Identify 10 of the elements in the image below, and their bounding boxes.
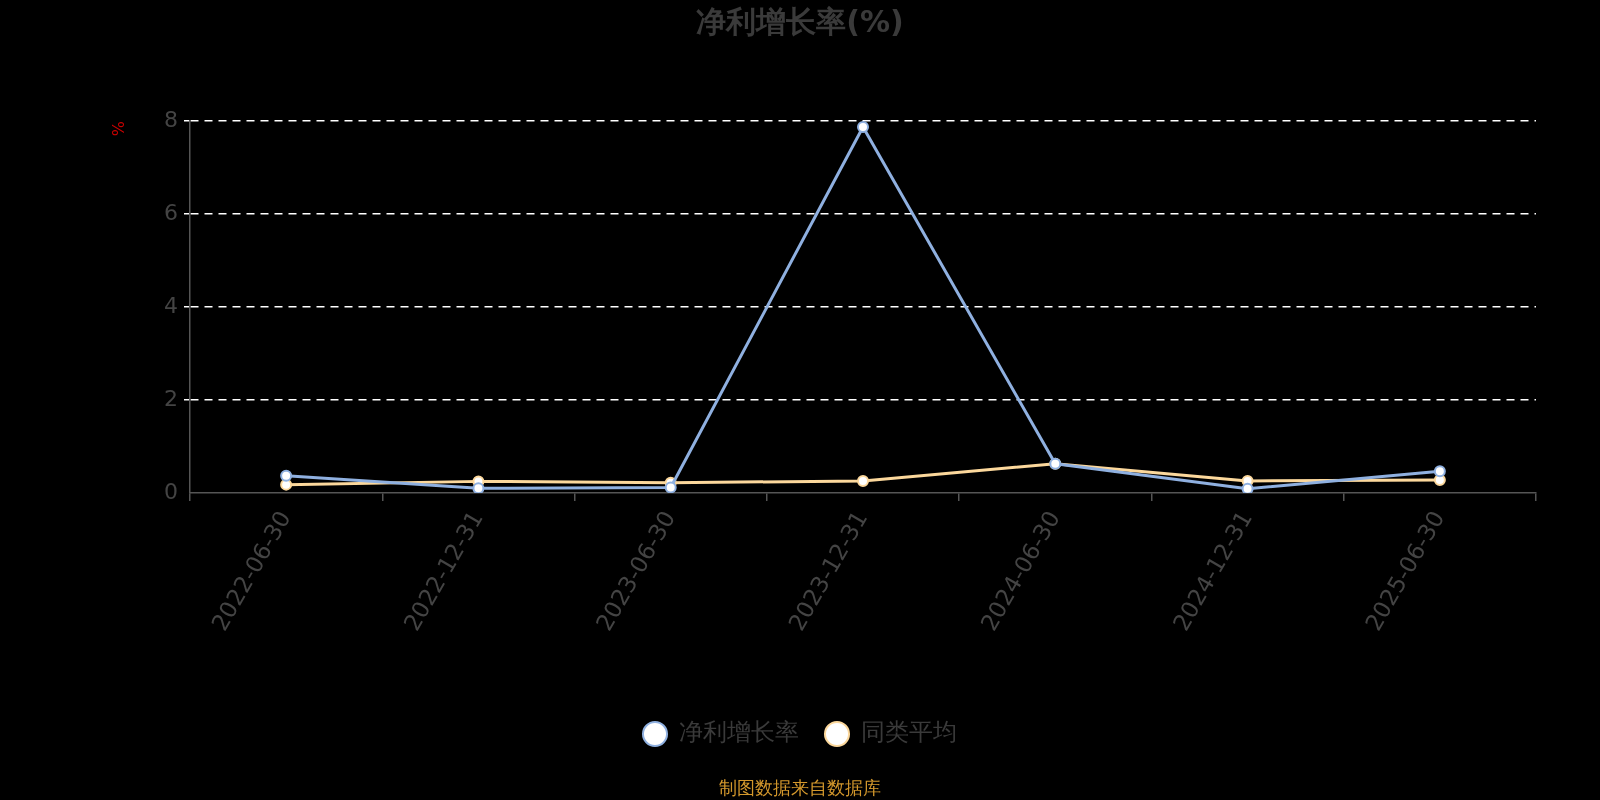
y-tick-label: 0 (164, 478, 178, 504)
legend-label: 同类平均 (861, 718, 957, 747)
y-tick-label: 8 (164, 106, 178, 132)
y-tick-label: 4 (164, 292, 178, 318)
text: 制图数据来自数据库 (719, 776, 881, 798)
y-tick-label: 6 (164, 199, 178, 225)
legend-label: 净利增长率 (679, 718, 799, 747)
chart-title: 净利增长率(%) (696, 3, 904, 39)
y-axis-title: % (108, 121, 128, 137)
y-tick-label: 2 (164, 385, 178, 411)
